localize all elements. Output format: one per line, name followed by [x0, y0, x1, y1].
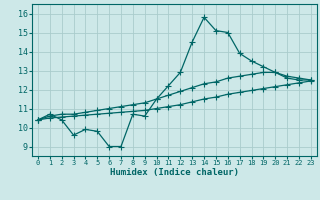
X-axis label: Humidex (Indice chaleur): Humidex (Indice chaleur) — [110, 168, 239, 177]
